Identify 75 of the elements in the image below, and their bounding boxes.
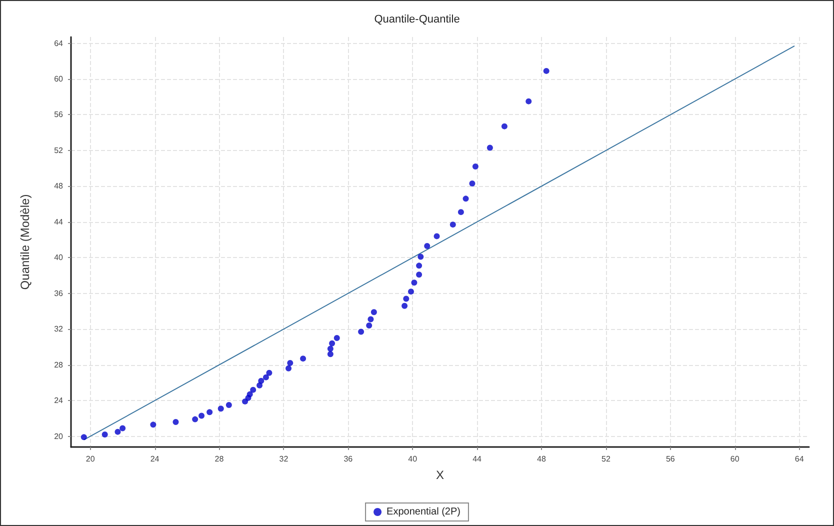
point (172, 418, 179, 425)
legend-label: Exponential (2P) (386, 506, 460, 518)
point (334, 335, 340, 342)
point (286, 365, 292, 372)
y-tick-label: 52 (54, 146, 64, 155)
chart-title: Quantile-Quantile (374, 14, 460, 26)
point (114, 428, 121, 435)
point (418, 254, 424, 260)
point (416, 262, 422, 269)
point (411, 280, 418, 286)
point (486, 144, 493, 151)
y-tick-label: 24 (54, 396, 64, 406)
point (403, 296, 410, 302)
point (150, 422, 156, 428)
point (192, 416, 198, 422)
point (368, 316, 374, 322)
y-tick-label: 28 (54, 360, 64, 370)
point (262, 374, 269, 380)
y-tick-label: 36 (54, 288, 64, 298)
y-tick-label: 32 (54, 324, 64, 334)
point (469, 180, 476, 186)
point (458, 209, 464, 216)
x-tick-label: 36 (344, 454, 354, 464)
point (424, 243, 430, 250)
point (80, 434, 87, 440)
point (366, 322, 372, 329)
x-tick-label: 20 (86, 454, 96, 464)
x-tick-label: 48 (537, 454, 547, 464)
y-tick-label: 60 (54, 74, 64, 84)
point (246, 391, 253, 398)
point (450, 222, 456, 228)
point (266, 370, 272, 376)
point (329, 340, 336, 346)
y-tick-label: 48 (54, 182, 64, 191)
point (434, 233, 440, 240)
point (287, 360, 294, 366)
point (402, 302, 408, 309)
x-tick-label: 40 (408, 454, 418, 464)
point (218, 406, 224, 412)
y-tick-label: 56 (54, 110, 64, 120)
point (408, 288, 414, 295)
point (501, 123, 508, 130)
x-tick-label: 24 (150, 454, 160, 464)
y-tick-label: 44 (54, 217, 64, 226)
point (256, 382, 263, 388)
y-tick-label: 64 (54, 38, 64, 48)
y-axis-title: Quantile (Modèle) (18, 194, 32, 290)
point (327, 346, 334, 352)
x-tick-label: 64 (794, 454, 804, 464)
point (102, 431, 108, 438)
x-tick-label: 60 (730, 454, 740, 464)
point (543, 68, 550, 74)
point (526, 98, 532, 104)
x-tick-label: 56 (666, 454, 676, 464)
point (120, 425, 126, 432)
y-tick-label: 20 (54, 432, 64, 441)
point (242, 398, 248, 404)
point (300, 356, 306, 362)
point (358, 328, 364, 335)
point (226, 402, 232, 408)
x-axis-title: X (436, 468, 444, 482)
point (258, 378, 264, 384)
point (198, 412, 205, 419)
point (370, 309, 377, 316)
point (327, 351, 334, 358)
point (416, 272, 422, 278)
x-tick-label: 28 (214, 454, 224, 464)
x-tick-label: 52 (602, 454, 611, 464)
point (472, 164, 478, 170)
point (250, 386, 256, 393)
x-tick-label: 44 (472, 454, 482, 464)
point (206, 409, 213, 416)
y-tick-label: 40 (54, 253, 64, 262)
point (462, 196, 469, 202)
x-tick-label: 32 (279, 454, 289, 464)
